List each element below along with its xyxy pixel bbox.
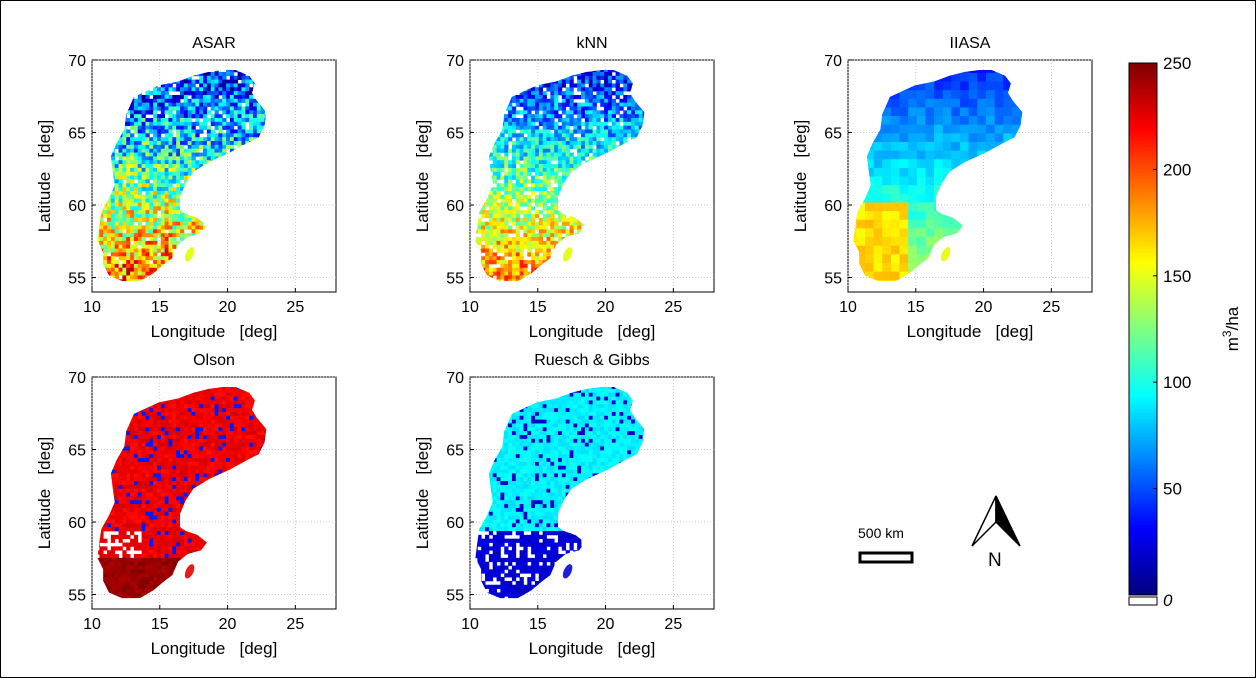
- map-panel-knn: 10 15 20 25 55 60 65 70 kNN Longitude [deg] Latitu…: [413, 35, 715, 341]
- y-tick-label: 65: [824, 126, 842, 143]
- unit-base: m: [1223, 337, 1242, 351]
- gotland-island: [562, 247, 573, 262]
- y-tick-label: 55: [68, 588, 86, 605]
- y-tick-label: 60: [68, 198, 86, 215]
- x-axis-label: Longitude [deg]: [151, 639, 278, 658]
- colorbar-unit-label: m3/ha: [1220, 306, 1242, 351]
- colorbar-zero-label: 0: [1163, 591, 1173, 610]
- x-tick-label: 15: [151, 616, 169, 633]
- panel-title: Olson: [193, 352, 235, 369]
- x-tick-label: 10: [83, 299, 101, 316]
- y-axis-label: Latitude [deg]: [791, 120, 810, 232]
- panel-title: IIASA: [950, 35, 991, 52]
- x-tick-label: 25: [286, 616, 304, 633]
- x-tick-label: 15: [907, 299, 925, 316]
- unit-rest: /ha: [1223, 306, 1242, 330]
- y-axis-label: Latitude [deg]: [35, 120, 54, 232]
- y-tick-label: 65: [446, 443, 464, 460]
- x-tick-label: 20: [219, 299, 237, 316]
- scale-bar-rect: [858, 551, 914, 564]
- colorbar-tick-label: 150: [1163, 267, 1191, 286]
- x-tick-label: 20: [597, 299, 615, 316]
- x-axis-label: Longitude [deg]: [907, 322, 1034, 341]
- y-tick-label: 55: [446, 588, 464, 605]
- colorbar-gradient: [1128, 62, 1158, 596]
- colorbar: 250 200 150 100 50 0 m3/ha: [1128, 54, 1242, 610]
- y-tick-label: 55: [446, 271, 464, 288]
- panel-title: ASAR: [192, 35, 236, 52]
- map-panel-ruesch: 10 15 20 25 55 60 65 70 Ruesch & Gibbs Longitude …: [413, 352, 715, 658]
- y-tick-label: 65: [68, 126, 86, 143]
- map-panel-olson: 10 15 20 25 55 60 65 70 Olson Longitude [deg] Lati…: [35, 352, 337, 658]
- map-panel-iiasa: 10 15 20 25 55 60 65 70 IIASA Longitude [deg] Lati…: [791, 35, 1093, 341]
- north-arrow-right-half: [995, 495, 1021, 547]
- x-tick-label: 20: [975, 299, 993, 316]
- y-tick-label: 60: [824, 198, 842, 215]
- y-tick-label: 55: [68, 271, 86, 288]
- x-axis-label: Longitude [deg]: [529, 639, 656, 658]
- gotland-island: [184, 564, 195, 579]
- x-tick-label: 10: [83, 616, 101, 633]
- gotland-island: [562, 564, 573, 579]
- map-panel-asar: 10 15 20 25 55 60 65 70 ASAR Longitude [deg] Latit…: [35, 35, 337, 341]
- x-tick-label: 25: [664, 299, 682, 316]
- x-tick-label: 15: [151, 299, 169, 316]
- y-tick-label: 70: [446, 53, 464, 70]
- x-tick-label: 10: [461, 616, 479, 633]
- y-tick-label: 65: [68, 443, 86, 460]
- y-tick-label: 60: [68, 515, 86, 532]
- x-tick-label: 25: [664, 616, 682, 633]
- colorbar-zero-box: [1128, 596, 1158, 606]
- y-tick-label: 70: [824, 53, 842, 70]
- y-tick-label: 70: [68, 370, 86, 387]
- x-tick-label: 20: [219, 616, 237, 633]
- colorbar-tick-label: 200: [1163, 160, 1191, 179]
- y-axis-label: Latitude [deg]: [413, 120, 432, 232]
- x-tick-label: 25: [1042, 299, 1060, 316]
- x-tick-label: 20: [597, 616, 615, 633]
- y-tick-label: 70: [446, 370, 464, 387]
- y-tick-label: 65: [446, 126, 464, 143]
- colorbar-tick-label: 50: [1163, 480, 1182, 499]
- y-axis-label: Latitude [deg]: [413, 437, 432, 549]
- north-arrow-label: N: [988, 550, 1002, 571]
- colorbar-tick-label: 100: [1163, 373, 1191, 392]
- y-axis-label: Latitude [deg]: [35, 437, 54, 549]
- y-tick-label: 60: [446, 515, 464, 532]
- panel-title: Ruesch & Gibbs: [534, 352, 650, 369]
- north-arrow-left-half: [971, 495, 997, 547]
- gotland-island: [184, 247, 195, 262]
- x-tick-label: 15: [529, 299, 547, 316]
- y-tick-label: 55: [824, 271, 842, 288]
- colorbar-unit: m3/ha: [1220, 306, 1242, 351]
- x-tick-label: 15: [529, 616, 547, 633]
- unit-exponent: 3: [1220, 330, 1234, 337]
- north-arrow: N: [971, 495, 1021, 571]
- scale-bar-label: 500 km: [858, 525, 904, 541]
- y-tick-label: 70: [68, 53, 86, 70]
- scale-bar: 500 km: [858, 525, 914, 564]
- x-tick-label: 10: [461, 299, 479, 316]
- gotland-island: [940, 247, 951, 262]
- x-axis-label: Longitude [deg]: [529, 322, 656, 341]
- x-tick-label: 10: [839, 299, 857, 316]
- y-tick-label: 60: [446, 198, 464, 215]
- colorbar-tick-label: 250: [1163, 54, 1191, 73]
- x-tick-label: 25: [286, 299, 304, 316]
- x-axis-label: Longitude [deg]: [151, 322, 278, 341]
- panel-title: kNN: [576, 35, 607, 52]
